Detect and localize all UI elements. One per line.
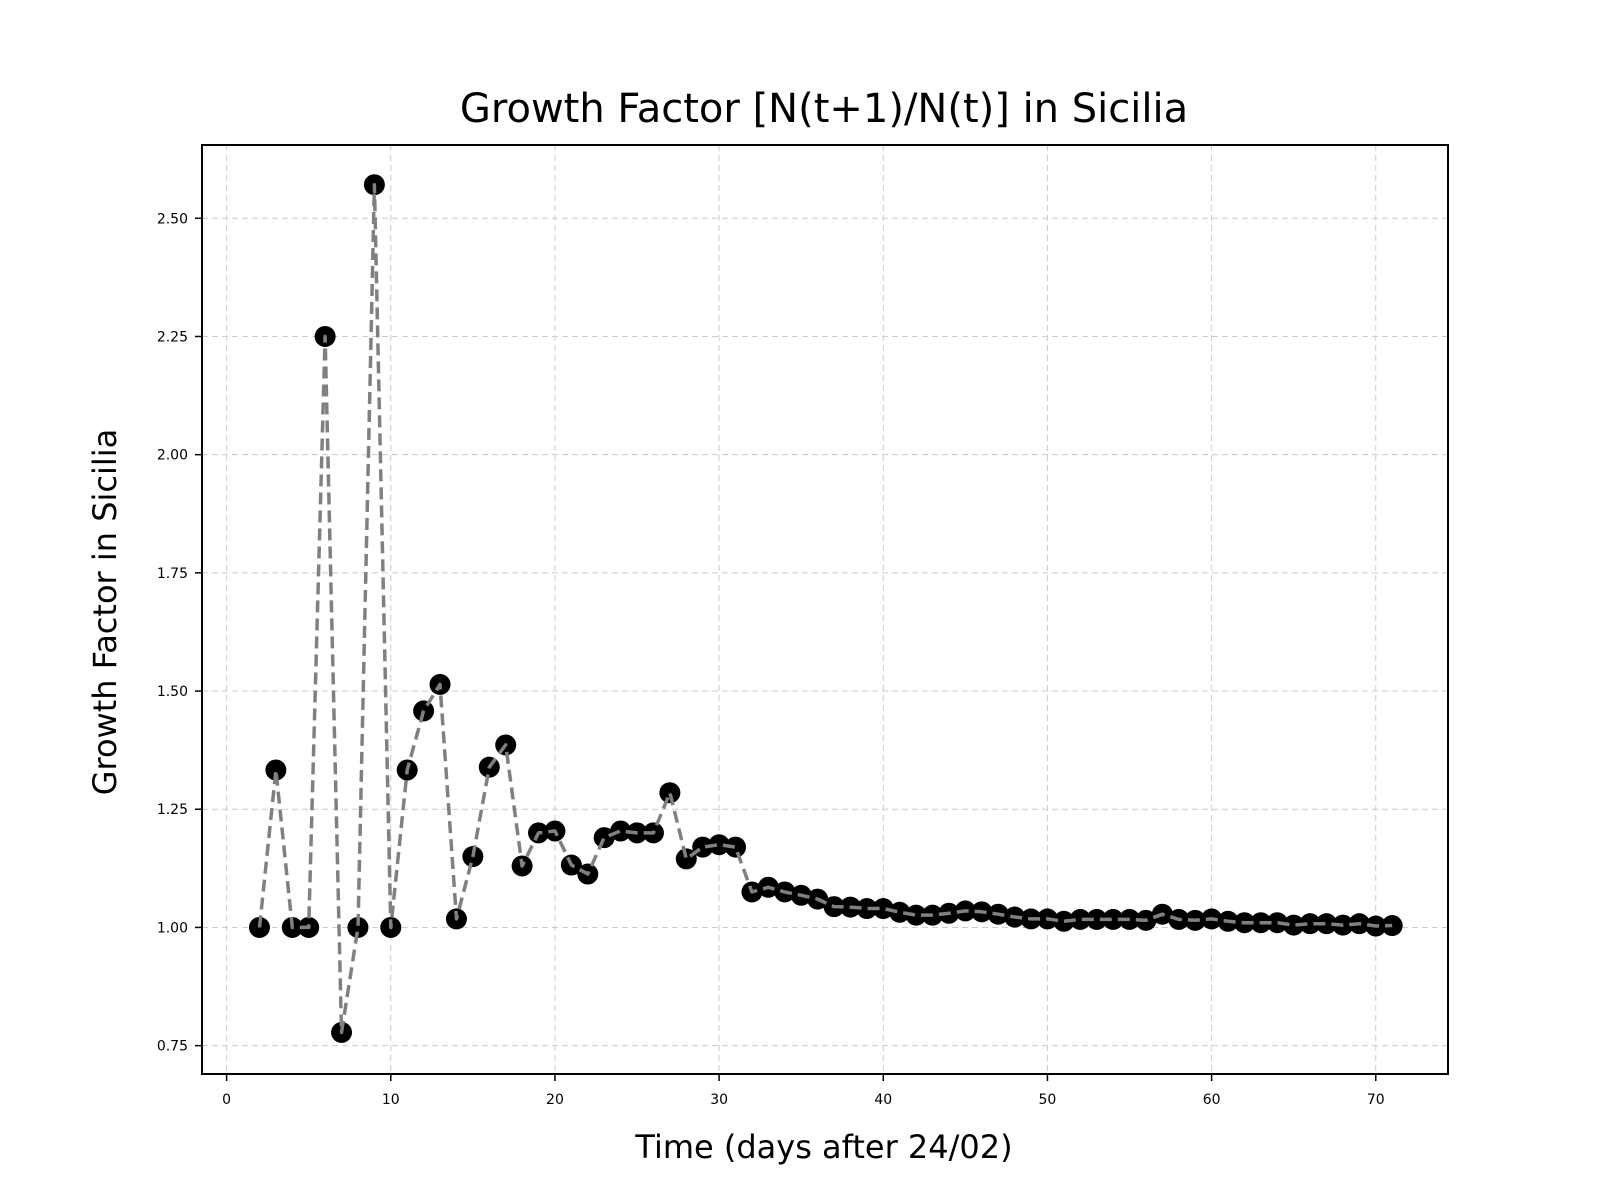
series-line-group — [257, 182, 1393, 1035]
data-point — [889, 901, 911, 923]
x-tick-label: 0 — [222, 1092, 231, 1108]
data-point — [1299, 913, 1321, 935]
y-tick-label: 1.25 — [157, 802, 188, 818]
data-point — [265, 759, 287, 781]
x-tick-label: 40 — [874, 1092, 892, 1108]
data-point — [248, 916, 270, 938]
axis-ticks: 0 10 20 30 40 50 60 70 0.75 1.00 1.25 1.50 1.75 2.00 2… — [157, 211, 1385, 1108]
x-axis-label: Time (days after 24/02) — [634, 1128, 1012, 1166]
data-point — [856, 898, 878, 920]
data-point — [659, 782, 681, 804]
x-tick-label: 60 — [1203, 1092, 1221, 1108]
chart-title: Growth Factor [N(t+1)/N(t)] in Sicilia — [460, 86, 1188, 132]
y-tick-label: 2.25 — [157, 329, 188, 345]
series-line — [257, 182, 1393, 1035]
data-point — [708, 834, 730, 856]
y-tick-label: 1.75 — [157, 566, 188, 582]
x-tick-label: 50 — [1039, 1092, 1057, 1108]
data-point — [347, 916, 369, 938]
data-points-group — [248, 174, 1403, 1043]
y-tick-label: 2.00 — [157, 448, 188, 464]
y-tick-label: 1.50 — [157, 684, 188, 700]
x-tick-label: 20 — [546, 1092, 564, 1108]
data-point — [593, 827, 615, 849]
x-tick-label: 10 — [382, 1092, 400, 1108]
data-point — [905, 904, 927, 926]
x-tick-label: 30 — [710, 1092, 728, 1108]
data-point — [1266, 912, 1288, 934]
data-point — [610, 820, 632, 842]
plot-frame — [201, 144, 1449, 1075]
grid-lines — [202, 145, 1448, 1074]
data-point — [872, 898, 894, 920]
y-tick-label: 2.50 — [157, 211, 188, 227]
data-point — [1283, 914, 1305, 936]
data-point — [1086, 908, 1108, 930]
data-point — [1316, 913, 1338, 935]
y-tick-label: 0.75 — [157, 1039, 188, 1055]
data-point — [725, 836, 747, 858]
x-tick-label: 70 — [1367, 1092, 1385, 1108]
data-point — [1069, 908, 1091, 930]
data-point — [1053, 910, 1075, 932]
data-point — [1102, 908, 1124, 930]
y-tick-label: 1.00 — [157, 920, 188, 936]
y-axis-label: Growth Factor in Sicilia — [86, 429, 124, 796]
